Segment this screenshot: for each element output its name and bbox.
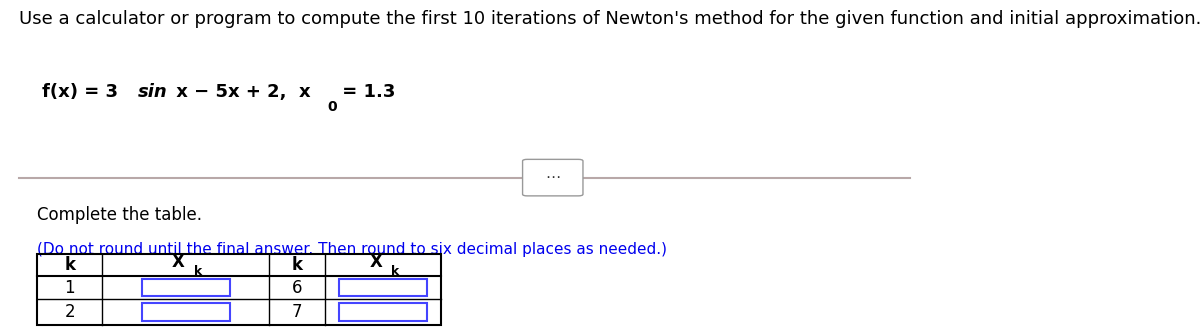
Bar [340,303,427,321]
Bar [142,279,230,296]
Text: 0: 0 [328,100,337,114]
Bar [142,303,230,321]
Text: Complete the table.: Complete the table. [37,206,202,224]
FancyBboxPatch shape [522,159,583,196]
Text: X: X [370,253,383,271]
Text: ⋯: ⋯ [545,170,560,185]
Text: k: k [64,256,76,274]
Text: x − 5x + 2,  x: x − 5x + 2, x [170,83,311,101]
Text: k: k [391,265,400,278]
Bar [340,279,427,296]
Bar [37,254,442,325]
Text: Use a calculator or program to compute the first 10 iterations of Newton's metho: Use a calculator or program to compute t… [18,10,1200,28]
Text: f(x) = 3: f(x) = 3 [42,83,124,101]
Text: k: k [193,265,202,278]
Text: = 1.3: = 1.3 [336,83,396,101]
Text: 2: 2 [65,303,74,321]
Text: 7: 7 [292,303,302,321]
Text: 6: 6 [292,279,302,296]
Text: 1: 1 [65,279,74,296]
Text: X: X [172,253,185,271]
Text: k: k [292,256,302,274]
Text: (Do not round until the final answer. Then round to six decimal places as needed: (Do not round until the final answer. Th… [37,242,667,257]
Text: sin: sin [138,83,167,101]
